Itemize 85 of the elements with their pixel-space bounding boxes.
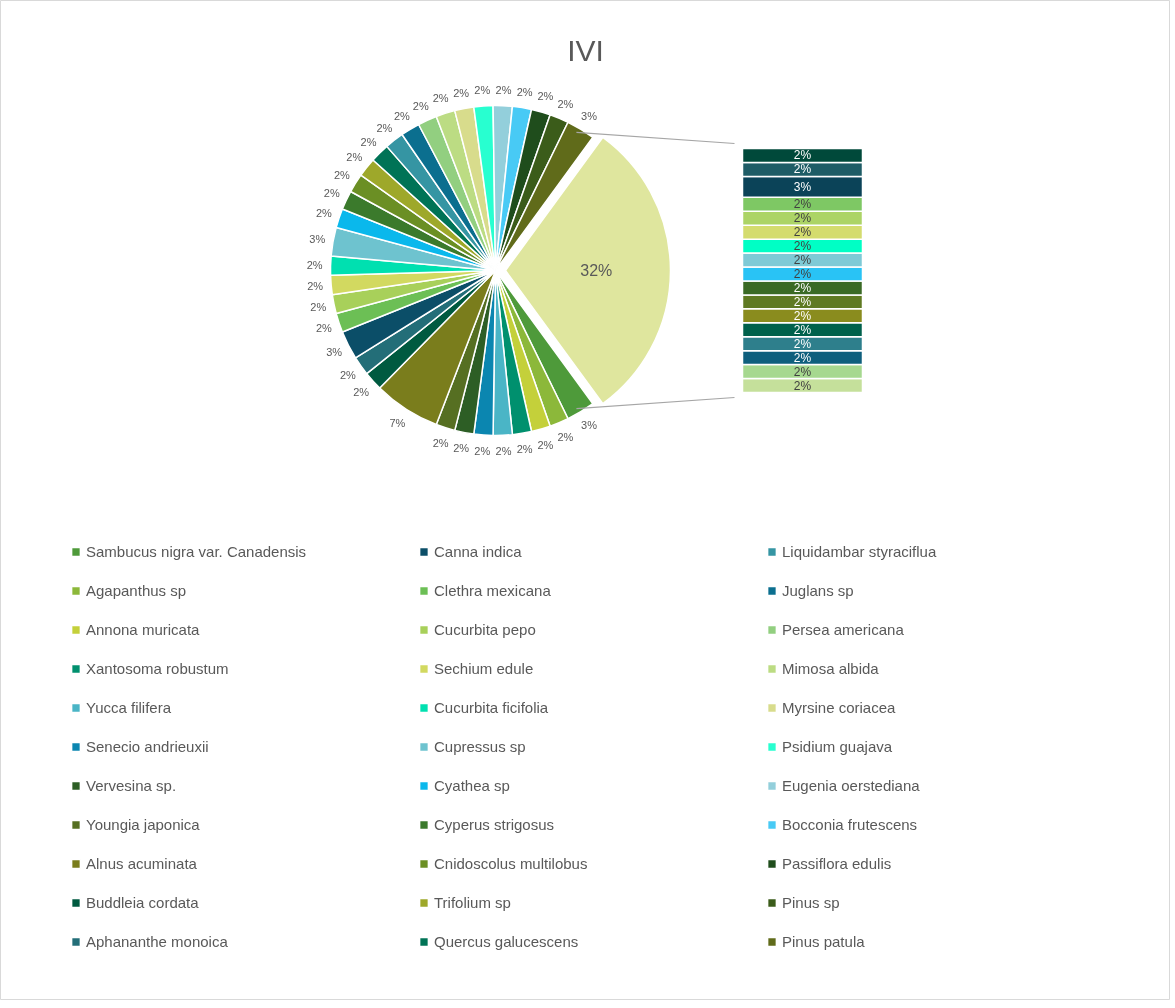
- data-label: 2%: [793, 148, 812, 163]
- data-label: 2%: [495, 445, 512, 458]
- data-label: 3%: [581, 419, 598, 432]
- data-label: 2%: [793, 294, 812, 309]
- data-label: 2%: [793, 364, 812, 379]
- data-label: 2%: [495, 83, 512, 96]
- legend-label: Mimosa albida: [782, 660, 880, 677]
- data-label: 2%: [474, 445, 491, 458]
- data-label: 2%: [793, 239, 812, 254]
- data-label: 2%: [557, 97, 574, 110]
- legend-label: Aphananthe monoica: [86, 933, 229, 950]
- data-label: 2%: [793, 322, 812, 337]
- legend-label: Cucurbita ficifolia: [434, 699, 550, 716]
- data-label: 32%: [580, 262, 613, 279]
- legend-label: Buddleia cordata: [86, 894, 200, 911]
- data-label: 2%: [315, 321, 333, 334]
- legend-label: Pinus patula: [782, 933, 866, 950]
- data-label: 2%: [323, 187, 340, 200]
- legend-label: Cupressus sp: [434, 738, 527, 755]
- legend-label: Persea americana: [782, 621, 905, 638]
- data-label: 2%: [339, 369, 356, 382]
- legend-label: Cyathea sp: [434, 777, 511, 794]
- data-label: 2%: [537, 438, 554, 451]
- legend-label: Agapanthus sp: [86, 582, 188, 599]
- data-label: 2%: [310, 301, 327, 314]
- legend-label: Clethra mexicana: [434, 582, 552, 599]
- legend-label: Yucca filifera: [86, 699, 173, 716]
- data-label: 7%: [389, 416, 406, 429]
- data-label: 2%: [376, 121, 393, 134]
- chart-title: IVI: [567, 34, 604, 67]
- legend-label: Cyperus strigosus: [434, 816, 556, 833]
- legend-label: Quercus galucescens: [434, 933, 580, 950]
- data-label: 2%: [306, 259, 323, 272]
- data-label: 2%: [394, 109, 411, 122]
- data-label: 2%: [793, 197, 812, 212]
- data-label: 2%: [353, 385, 370, 398]
- legend-label: Passiflora edulis: [782, 855, 893, 872]
- data-label: 2%: [453, 442, 470, 455]
- data-label: 2%: [793, 253, 812, 268]
- data-label: 2%: [557, 431, 574, 444]
- data-label: 2%: [793, 211, 812, 226]
- data-label: 2%: [793, 378, 812, 393]
- data-label: 2%: [537, 90, 554, 103]
- data-label: 3%: [326, 346, 343, 359]
- data-label: 2%: [793, 266, 812, 281]
- data-label: 2%: [432, 436, 449, 449]
- data-label: 2%: [346, 151, 363, 164]
- data-label: 3%: [793, 179, 812, 194]
- legend-label: Youngia japonica: [86, 816, 201, 833]
- legend-label: Juglans sp: [782, 582, 855, 599]
- data-label: 2%: [432, 92, 449, 105]
- legend-label: Liquidambar styraciflua: [782, 543, 938, 560]
- legend-label: Vervesina sp.: [86, 777, 178, 794]
- data-label: 2%: [474, 83, 491, 96]
- legend-label: Sechium edule: [434, 660, 535, 677]
- legend-label: Myrsine coriacea: [782, 699, 897, 716]
- data-label: 2%: [793, 336, 812, 351]
- data-label: 2%: [516, 443, 533, 456]
- legend-label: Alnus acuminata: [86, 855, 198, 872]
- data-label: 3%: [581, 109, 598, 122]
- data-label: 2%: [793, 350, 812, 365]
- legend-label: Sambucus nigra var. Canadensis: [86, 543, 308, 560]
- data-label: 2%: [307, 280, 324, 293]
- legend-label: Trifolium sp: [434, 894, 512, 911]
- data-label: 2%: [516, 85, 533, 98]
- data-label: 2%: [793, 280, 812, 295]
- legend-label: Senecio andrieuxii: [86, 738, 210, 755]
- legend-label: Eugenia oerstediana: [782, 777, 921, 794]
- legend-label: Pinus sp: [782, 894, 841, 911]
- legend-label: Bocconia frutescens: [782, 816, 919, 833]
- legend-label: Cnidoscolus multilobus: [434, 855, 589, 872]
- legend-label: Cucurbita pepo: [434, 621, 537, 638]
- legend-label: Psidium guajava: [782, 738, 894, 755]
- data-label: 3%: [309, 232, 326, 245]
- data-label: 2%: [360, 135, 377, 148]
- legend-label: Annona muricata: [86, 621, 201, 638]
- data-label: 2%: [453, 86, 470, 99]
- data-label: 2%: [793, 225, 812, 240]
- legend-label: Canna indica: [434, 543, 523, 560]
- legend-label: Xantosoma robustum: [86, 660, 230, 677]
- data-label: 2%: [412, 99, 429, 112]
- data-label: 2%: [315, 207, 333, 220]
- data-label: 2%: [793, 308, 812, 323]
- data-label: 2%: [793, 162, 812, 177]
- data-label: 2%: [333, 168, 351, 181]
